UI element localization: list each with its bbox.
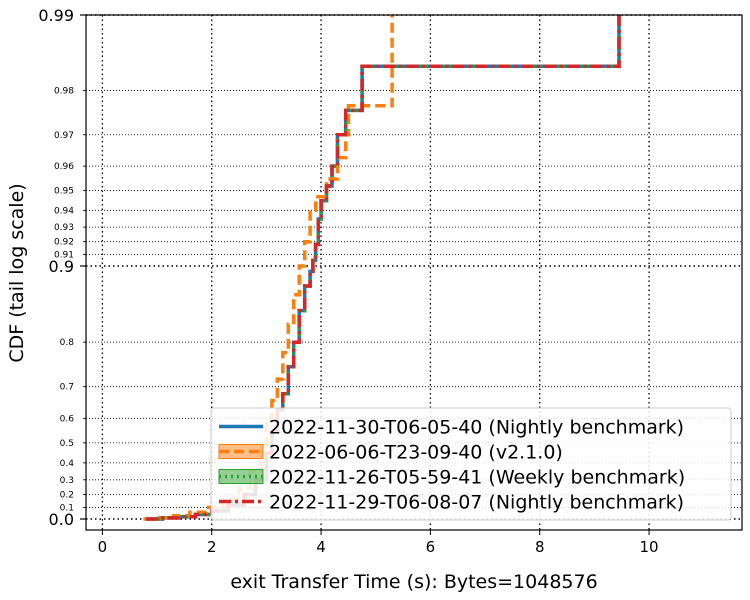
plot-frame <box>85 14 743 531</box>
y-minor-tick-label: 0.93 <box>54 223 74 233</box>
y-minor-tick-label: 0.94 <box>54 206 74 216</box>
y-minor-tick-label: 0.98 <box>54 87 74 97</box>
y-major-tick-label: 0.0 <box>49 510 74 529</box>
series-line-2 <box>143 15 394 521</box>
y-minor-tick-label: 0.91 <box>54 251 74 261</box>
x-tick-label: 10 <box>640 538 659 556</box>
x-tick-label: 6 <box>426 538 436 556</box>
legend-box <box>210 407 732 521</box>
legend-label-1: 2022-11-30-T06-05-40 (Nightly benchmark) <box>269 417 684 439</box>
y-minor-tick-label: 0.6 <box>60 414 75 424</box>
x-tick-label: 8 <box>535 538 545 556</box>
y-minor-tick-label: 0.7 <box>60 383 74 393</box>
y-minor-tick-label: 0.92 <box>54 238 74 248</box>
y-minor-tick-label: 0.8 <box>60 338 75 348</box>
y-minor-tick-label: 0.3 <box>60 476 74 486</box>
y-minor-tick-label: 0.2 <box>60 490 74 500</box>
x-tick-label: 0 <box>98 538 108 556</box>
x-axis-label: exit Transfer Time (s): Bytes=1048576 <box>230 571 597 593</box>
y-minor-tick-label: 0.4 <box>60 459 75 469</box>
y-major-tick-label: 0.99 <box>38 6 74 25</box>
x-tick-label: 4 <box>316 538 326 556</box>
y-axis-label: CDF (tail log scale) <box>6 183 28 362</box>
y-minor-tick-label: 0.97 <box>54 131 74 141</box>
y-minor-tick-label: 0.96 <box>54 162 74 172</box>
legend-label-2: 2022-06-06-T23-09-40 (v2.1.0) <box>269 442 563 464</box>
legend-label-4: 2022-11-29-T06-08-07 (Nightly benchmark) <box>269 492 684 514</box>
y-major-tick-label: 0.9 <box>49 257 74 276</box>
y-minor-tick-label: 0.5 <box>60 439 74 449</box>
x-tick-label: 2 <box>207 538 217 556</box>
y-minor-tick-label: 0.1 <box>60 503 74 513</box>
legend-label-3: 2022-11-26-T05-59-41 (Weekly benchmark) <box>269 467 685 489</box>
axis-ticks: 0 2 4 6 8 100.10.20.30.40.50.60.70.80.910.920… <box>38 6 658 556</box>
y-minor-tick-label: 0.95 <box>54 186 74 196</box>
legend: 2022-11-30-T06-05-40 (Nightly benchmark)… <box>210 407 732 521</box>
